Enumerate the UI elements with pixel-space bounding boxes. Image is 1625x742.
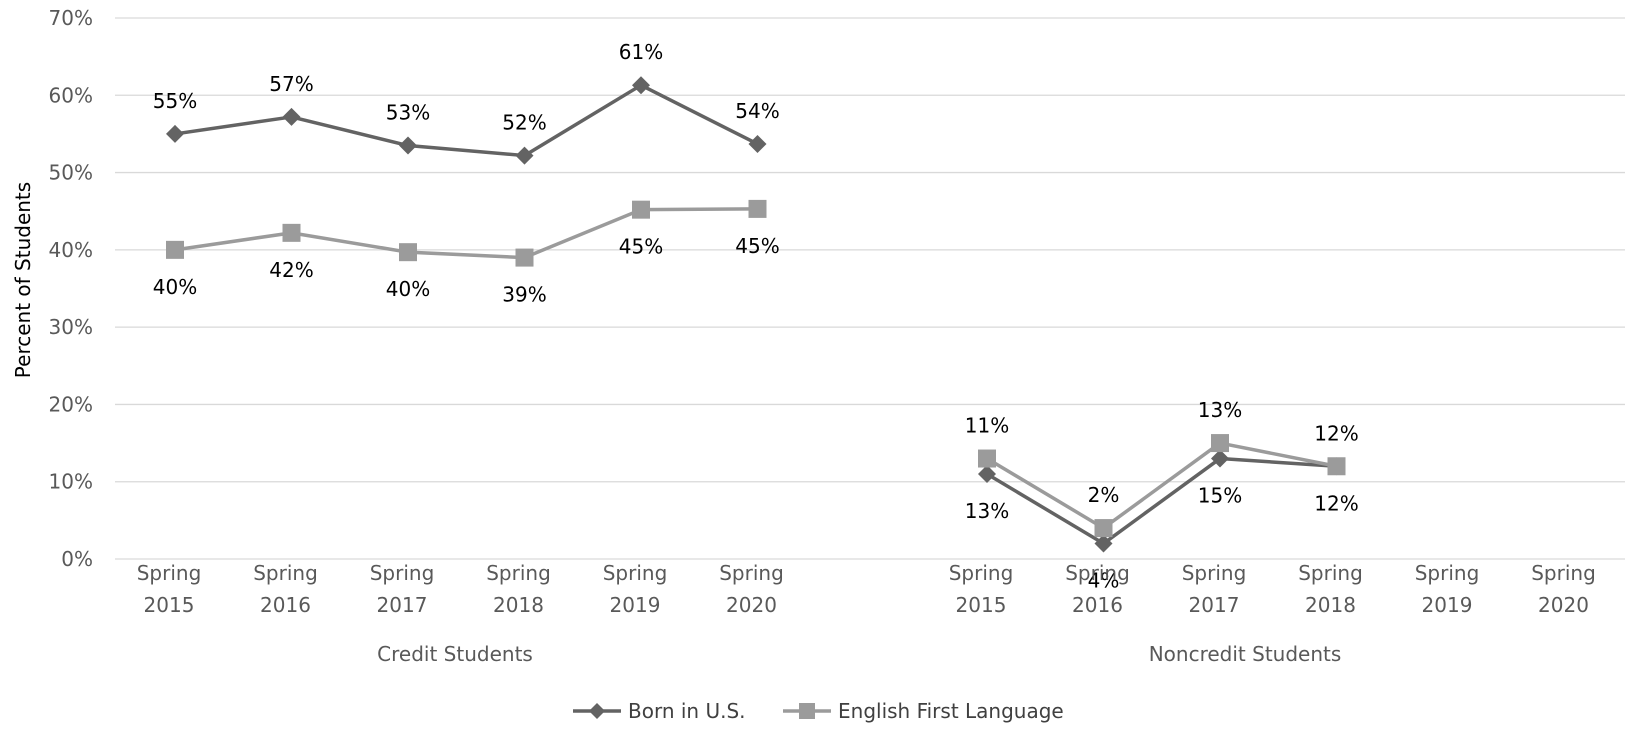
series-line-born-in-u-s bbox=[986, 456, 1337, 546]
legend-marker-english-first-language bbox=[799, 703, 815, 719]
english-first-language-point bbox=[282, 223, 301, 242]
series-line-born-in-u-s bbox=[174, 83, 759, 158]
x-axis-group-label: Credit Students bbox=[377, 642, 533, 666]
y-tick-label: 0% bbox=[61, 547, 93, 571]
english-first-language-data-label: 42% bbox=[269, 258, 313, 282]
y-tick-label: 20% bbox=[49, 392, 93, 416]
born-in-u-s-point bbox=[1211, 449, 1229, 468]
born-in-u-s-point bbox=[166, 124, 184, 143]
born-in-u-s-point bbox=[1094, 534, 1113, 553]
english-first-language-point bbox=[978, 449, 996, 468]
english-first-language-data-label: 45% bbox=[619, 235, 663, 259]
english-first-language-point bbox=[632, 200, 650, 219]
born-in-u-s-data-label: 4% bbox=[1088, 569, 1120, 593]
born-in-u-s-data-label: 52% bbox=[502, 111, 546, 135]
english-first-language-point bbox=[748, 199, 767, 218]
born-in-u-s-data-label: 57% bbox=[269, 72, 313, 96]
english-first-language-data-label: 12% bbox=[1314, 421, 1358, 445]
x-axis-group-labels: Credit Students Noncredit Students bbox=[377, 642, 1341, 666]
born-in-u-s-data-label: 54% bbox=[735, 99, 779, 123]
y-tick-label: 70% bbox=[49, 6, 93, 30]
born-in-u-s-data-label: 13% bbox=[965, 499, 1009, 523]
x-axis-group-label: Noncredit Students bbox=[1149, 642, 1342, 666]
x-tick-label: Spring 2018 bbox=[1298, 561, 1363, 617]
y-tick-label: 50% bbox=[49, 161, 93, 185]
x-tick-label: Spring 2020 bbox=[1531, 561, 1596, 617]
born-in-u-s-point bbox=[515, 146, 534, 165]
x-tick-label: Spring 2017 bbox=[1182, 561, 1247, 617]
born-in-u-s-point bbox=[748, 134, 767, 153]
x-tick-label: Spring 2020 bbox=[719, 561, 784, 617]
english-first-language-data-label: 2% bbox=[1088, 483, 1120, 507]
series-line-english-first-language bbox=[174, 207, 758, 260]
born-in-u-s-point bbox=[399, 136, 417, 155]
english-first-language-data-label: 40% bbox=[386, 277, 430, 301]
english-first-language-point bbox=[166, 240, 184, 259]
english-first-language-data-label: 40% bbox=[153, 275, 197, 299]
english-first-language-point bbox=[1327, 457, 1346, 476]
x-tick-label: Spring 2015 bbox=[137, 561, 202, 617]
x-tick-label: Spring 2016 bbox=[1065, 561, 1130, 617]
x-axis-category-labels: Spring 2015 Spring 2016 Spring 2017 Spring 2018… bbox=[137, 561, 1596, 617]
english-first-language-data-label: 45% bbox=[735, 234, 779, 258]
data-labels: 55% 57% 53% 52% 61% 54% 13% 4% 15% 12% 40% 42% 40% 39… bbox=[153, 40, 1359, 592]
born-in-u-s-point bbox=[978, 464, 996, 483]
series-line-english-first-language bbox=[986, 441, 1337, 530]
y-tick-label: 30% bbox=[49, 315, 93, 339]
english-first-language-point bbox=[1211, 434, 1229, 453]
y-tick-label: 40% bbox=[49, 238, 93, 262]
born-in-u-s-data-label: 53% bbox=[386, 101, 430, 125]
english-first-language-point bbox=[515, 248, 534, 267]
legend-label-born-in-u-s: Born in U.S. bbox=[628, 699, 746, 723]
y-tick-label: 10% bbox=[49, 470, 93, 494]
gridlines bbox=[115, 17, 1625, 560]
legend-marker-born-in-u-s bbox=[589, 703, 605, 719]
y-axis-tick-labels: 0% 10% 20% 30% 40% 50% 60% 70% bbox=[49, 6, 93, 571]
x-tick-label: Spring 2015 bbox=[949, 561, 1014, 617]
x-tick-label: Spring 2016 bbox=[253, 561, 318, 617]
born-in-u-s-data-label: 15% bbox=[1198, 484, 1242, 508]
x-tick-label: Spring 2019 bbox=[603, 561, 668, 617]
x-tick-label: Spring 2017 bbox=[370, 561, 435, 617]
x-tick-label: Spring 2019 bbox=[1415, 561, 1480, 617]
english-first-language-data-label: 13% bbox=[1198, 398, 1242, 422]
x-tick-label: Spring 2018 bbox=[486, 561, 551, 617]
born-in-u-s-point bbox=[282, 107, 301, 126]
series bbox=[166, 76, 1346, 553]
born-in-u-s-data-label: 61% bbox=[619, 40, 663, 64]
born-in-u-s-point bbox=[632, 76, 650, 95]
born-in-u-s-data-label: 55% bbox=[153, 89, 197, 113]
english-first-language-point bbox=[1094, 519, 1113, 538]
y-axis-title: Percent of Students bbox=[11, 182, 35, 378]
legend-label-english-first-language: English First Language bbox=[838, 699, 1064, 723]
english-first-language-point bbox=[399, 243, 417, 262]
legend: Born in U.S. English First Language bbox=[573, 699, 1064, 723]
born-in-u-s-data-label: 12% bbox=[1314, 491, 1358, 515]
english-first-language-data-label: 11% bbox=[965, 414, 1009, 438]
english-first-language-data-label: 39% bbox=[502, 283, 546, 307]
y-tick-label: 60% bbox=[49, 83, 93, 107]
